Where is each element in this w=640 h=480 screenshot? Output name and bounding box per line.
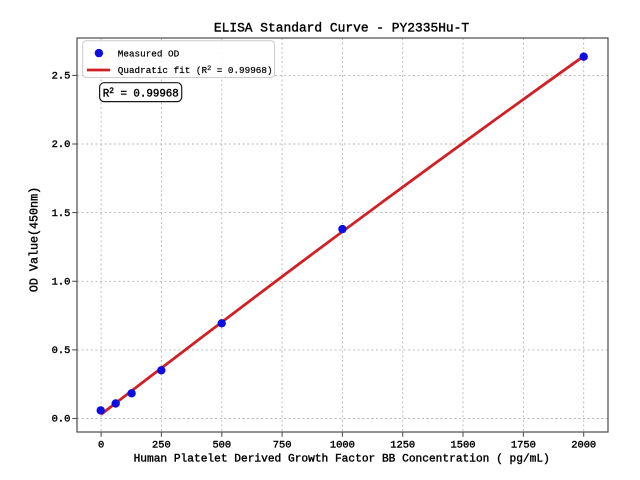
svg-text:1000: 1000 [330, 439, 355, 451]
svg-text:Measured OD: Measured OD [118, 48, 180, 59]
svg-text:2.5: 2.5 [52, 71, 71, 83]
svg-text:ELISA Standard Curve - PY2335H: ELISA Standard Curve - PY2335Hu-T [214, 20, 470, 35]
svg-text:0: 0 [98, 439, 104, 451]
svg-text:0.5: 0.5 [52, 345, 71, 357]
svg-text:Human Platelet Derived Growth: Human Platelet Derived Growth Factor BB … [134, 454, 550, 466]
svg-text:OD Value(450nm): OD Value(450nm) [28, 187, 42, 292]
svg-text:1250: 1250 [390, 439, 415, 451]
svg-text:R2 = 0.99968: R2 = 0.99968 [103, 88, 179, 101]
svg-text:250: 250 [152, 439, 171, 451]
svg-text:750: 750 [273, 439, 292, 451]
svg-text:500: 500 [212, 439, 231, 451]
svg-text:1.0: 1.0 [52, 277, 71, 289]
svg-text:Quadratic fit (R2 = 0.99968): Quadratic fit (R2 = 0.99968) [118, 65, 273, 76]
svg-text:1.5: 1.5 [52, 208, 71, 220]
svg-text:2.0: 2.0 [52, 139, 71, 151]
svg-text:1500: 1500 [451, 439, 476, 451]
svg-text:1750: 1750 [511, 439, 536, 451]
svg-text:2000: 2000 [571, 439, 596, 451]
svg-text:0.0: 0.0 [52, 414, 71, 426]
